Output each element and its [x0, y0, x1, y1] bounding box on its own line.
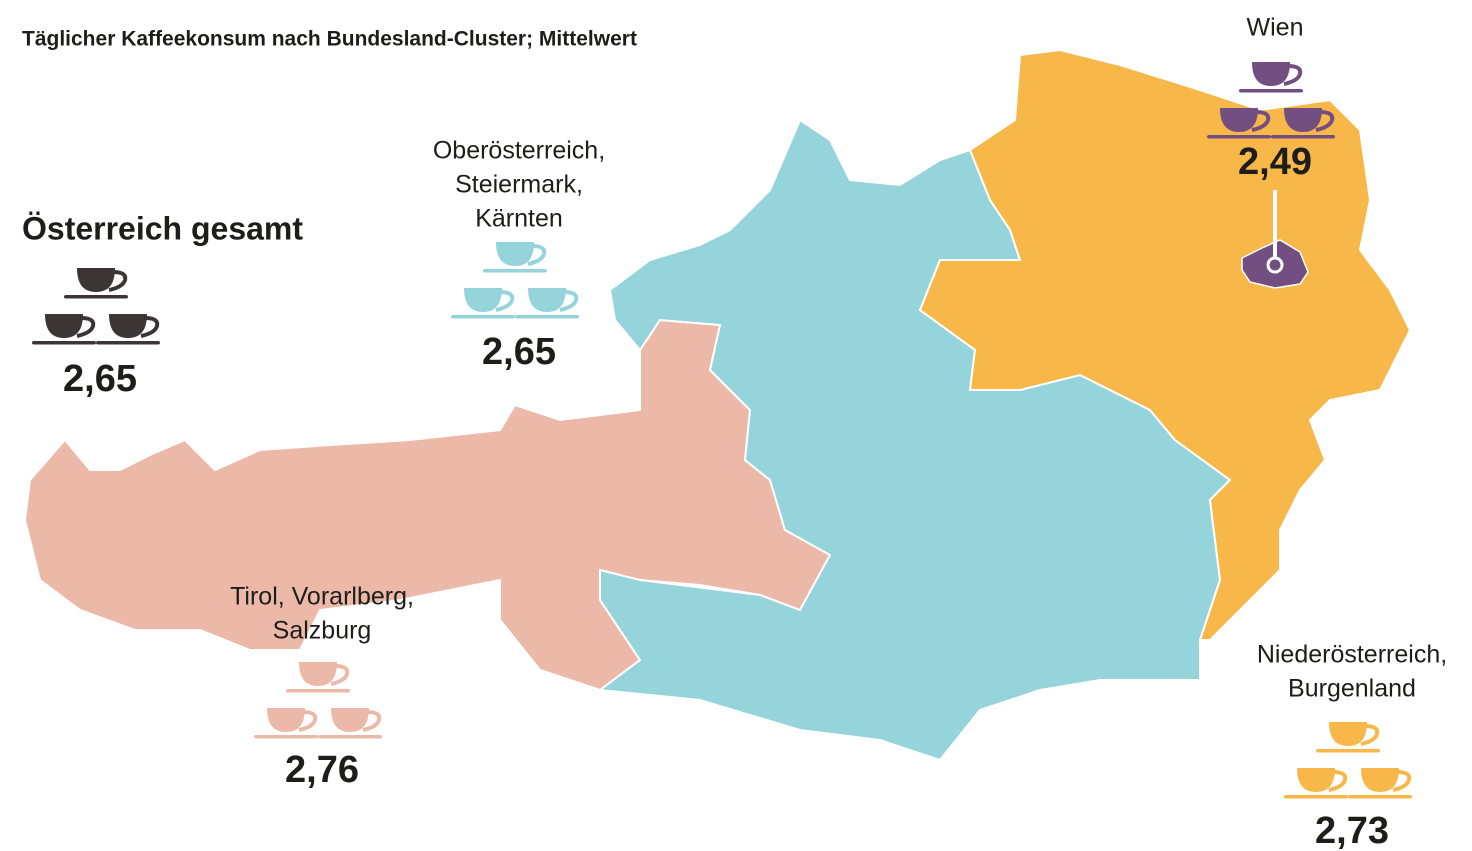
cup [331, 708, 369, 732]
region-center-south [597, 118, 1232, 762]
cup-handle [108, 270, 128, 292]
cup [1284, 108, 1322, 132]
region-value: 2,65 [482, 331, 556, 373]
cup [1329, 722, 1367, 746]
region-value: 2,73 [1315, 810, 1389, 851]
saucer [254, 735, 318, 739]
cup-handle [140, 316, 160, 338]
cup [77, 268, 115, 292]
saucer [483, 269, 547, 273]
saucer [1207, 135, 1271, 139]
chart-title: Täglicher Kaffeekonsum nach Bundesland-C… [22, 28, 637, 51]
region-label: Kärnten [475, 205, 563, 233]
region-value: 2,76 [285, 749, 359, 791]
region-label: Burgenland [1288, 675, 1416, 703]
saucer [64, 295, 128, 299]
cup-handle [527, 244, 547, 266]
saucer [96, 341, 160, 345]
cup [1361, 768, 1399, 792]
cup-handle [362, 710, 382, 732]
region-label: Steiermark, [455, 171, 583, 199]
wien-marker [1266, 256, 1284, 274]
cup [496, 242, 534, 266]
cup-handle [1328, 770, 1348, 792]
saucer [451, 315, 515, 319]
region-label: Wien [1247, 14, 1304, 42]
cup-handle [1251, 110, 1271, 132]
cup [45, 314, 83, 338]
map [23, 48, 1412, 762]
cup-handle [1392, 770, 1412, 792]
region-label: Tirol, Vorarlberg, [230, 583, 414, 611]
saucer [1271, 135, 1335, 139]
cup [1297, 768, 1335, 792]
cup-handle [559, 290, 579, 312]
summary-value: 2,65 [63, 358, 137, 400]
saucer [1316, 749, 1380, 753]
saucer [318, 735, 382, 739]
saucer [286, 689, 350, 693]
cup [109, 314, 147, 338]
region-label: Oberösterreich, [433, 137, 605, 165]
cup-handle [76, 316, 96, 338]
cup [528, 288, 566, 312]
cup-handle [1360, 724, 1380, 746]
region-value: 2,49 [1238, 141, 1312, 183]
cup-handle [298, 710, 318, 732]
cup-handle [1315, 110, 1335, 132]
region-label: Niederösterreich, [1257, 641, 1447, 669]
saucer [1348, 795, 1412, 799]
saucer [515, 315, 579, 319]
cup-handle [330, 664, 350, 686]
cup [299, 662, 337, 686]
summary-label: Österreich gesamt [22, 210, 303, 246]
region-label: Salzburg [273, 617, 372, 645]
cup [1220, 108, 1258, 132]
cup-handle [495, 290, 515, 312]
cup [464, 288, 502, 312]
saucer [1239, 89, 1303, 93]
saucer [1284, 795, 1348, 799]
region-east [918, 48, 1412, 641]
saucer [32, 341, 96, 345]
cup-handle [1283, 64, 1303, 86]
cup [267, 708, 305, 732]
cup [1252, 62, 1290, 86]
